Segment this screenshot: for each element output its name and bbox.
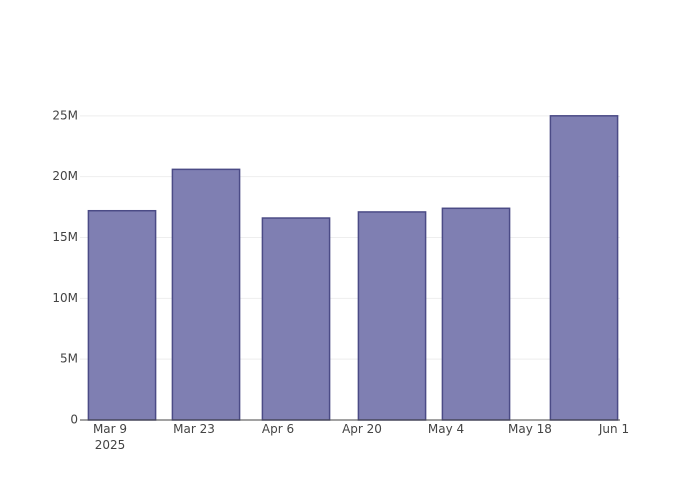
grid — [80, 115, 620, 360]
x-tick-label: Mar 9 2025 — [93, 422, 127, 452]
x-tick-label: May 4 — [428, 422, 464, 436]
bar — [171, 168, 241, 421]
x-tick-label-line: 2025 — [95, 438, 126, 452]
x-tick-label: Apr 20 — [342, 422, 382, 436]
bar — [441, 207, 511, 421]
y-tick-label: 0 — [70, 413, 78, 427]
x-tick-label: Jun 1 — [598, 422, 629, 436]
x-tick-label-line: May 18 — [508, 422, 552, 436]
bar — [261, 217, 331, 421]
y-tick-label: 10M — [52, 291, 78, 305]
x-tick-label: May 18 — [508, 422, 552, 436]
x-tick-label-line: May 4 — [428, 422, 464, 436]
y-tick-label: 20M — [52, 169, 78, 183]
x-tick-label-line: Apr 6 — [262, 422, 294, 436]
x-tick-label-line: Mar 23 — [173, 422, 215, 436]
bar — [87, 209, 157, 421]
x-tick-label: Apr 6 — [262, 422, 294, 436]
x-tick-label-line: Apr 20 — [342, 422, 382, 436]
x-tick-label-line: Jun 1 — [598, 422, 629, 436]
x-tick-label: Mar 23 — [173, 422, 215, 436]
bar — [549, 115, 619, 421]
bar — [357, 211, 427, 421]
y-tick-label: 5M — [60, 352, 78, 366]
y-tick-label: 25M — [52, 108, 78, 122]
x-tick-label-line: Mar 9 — [93, 422, 127, 436]
y-tick-label: 15M — [52, 230, 78, 244]
